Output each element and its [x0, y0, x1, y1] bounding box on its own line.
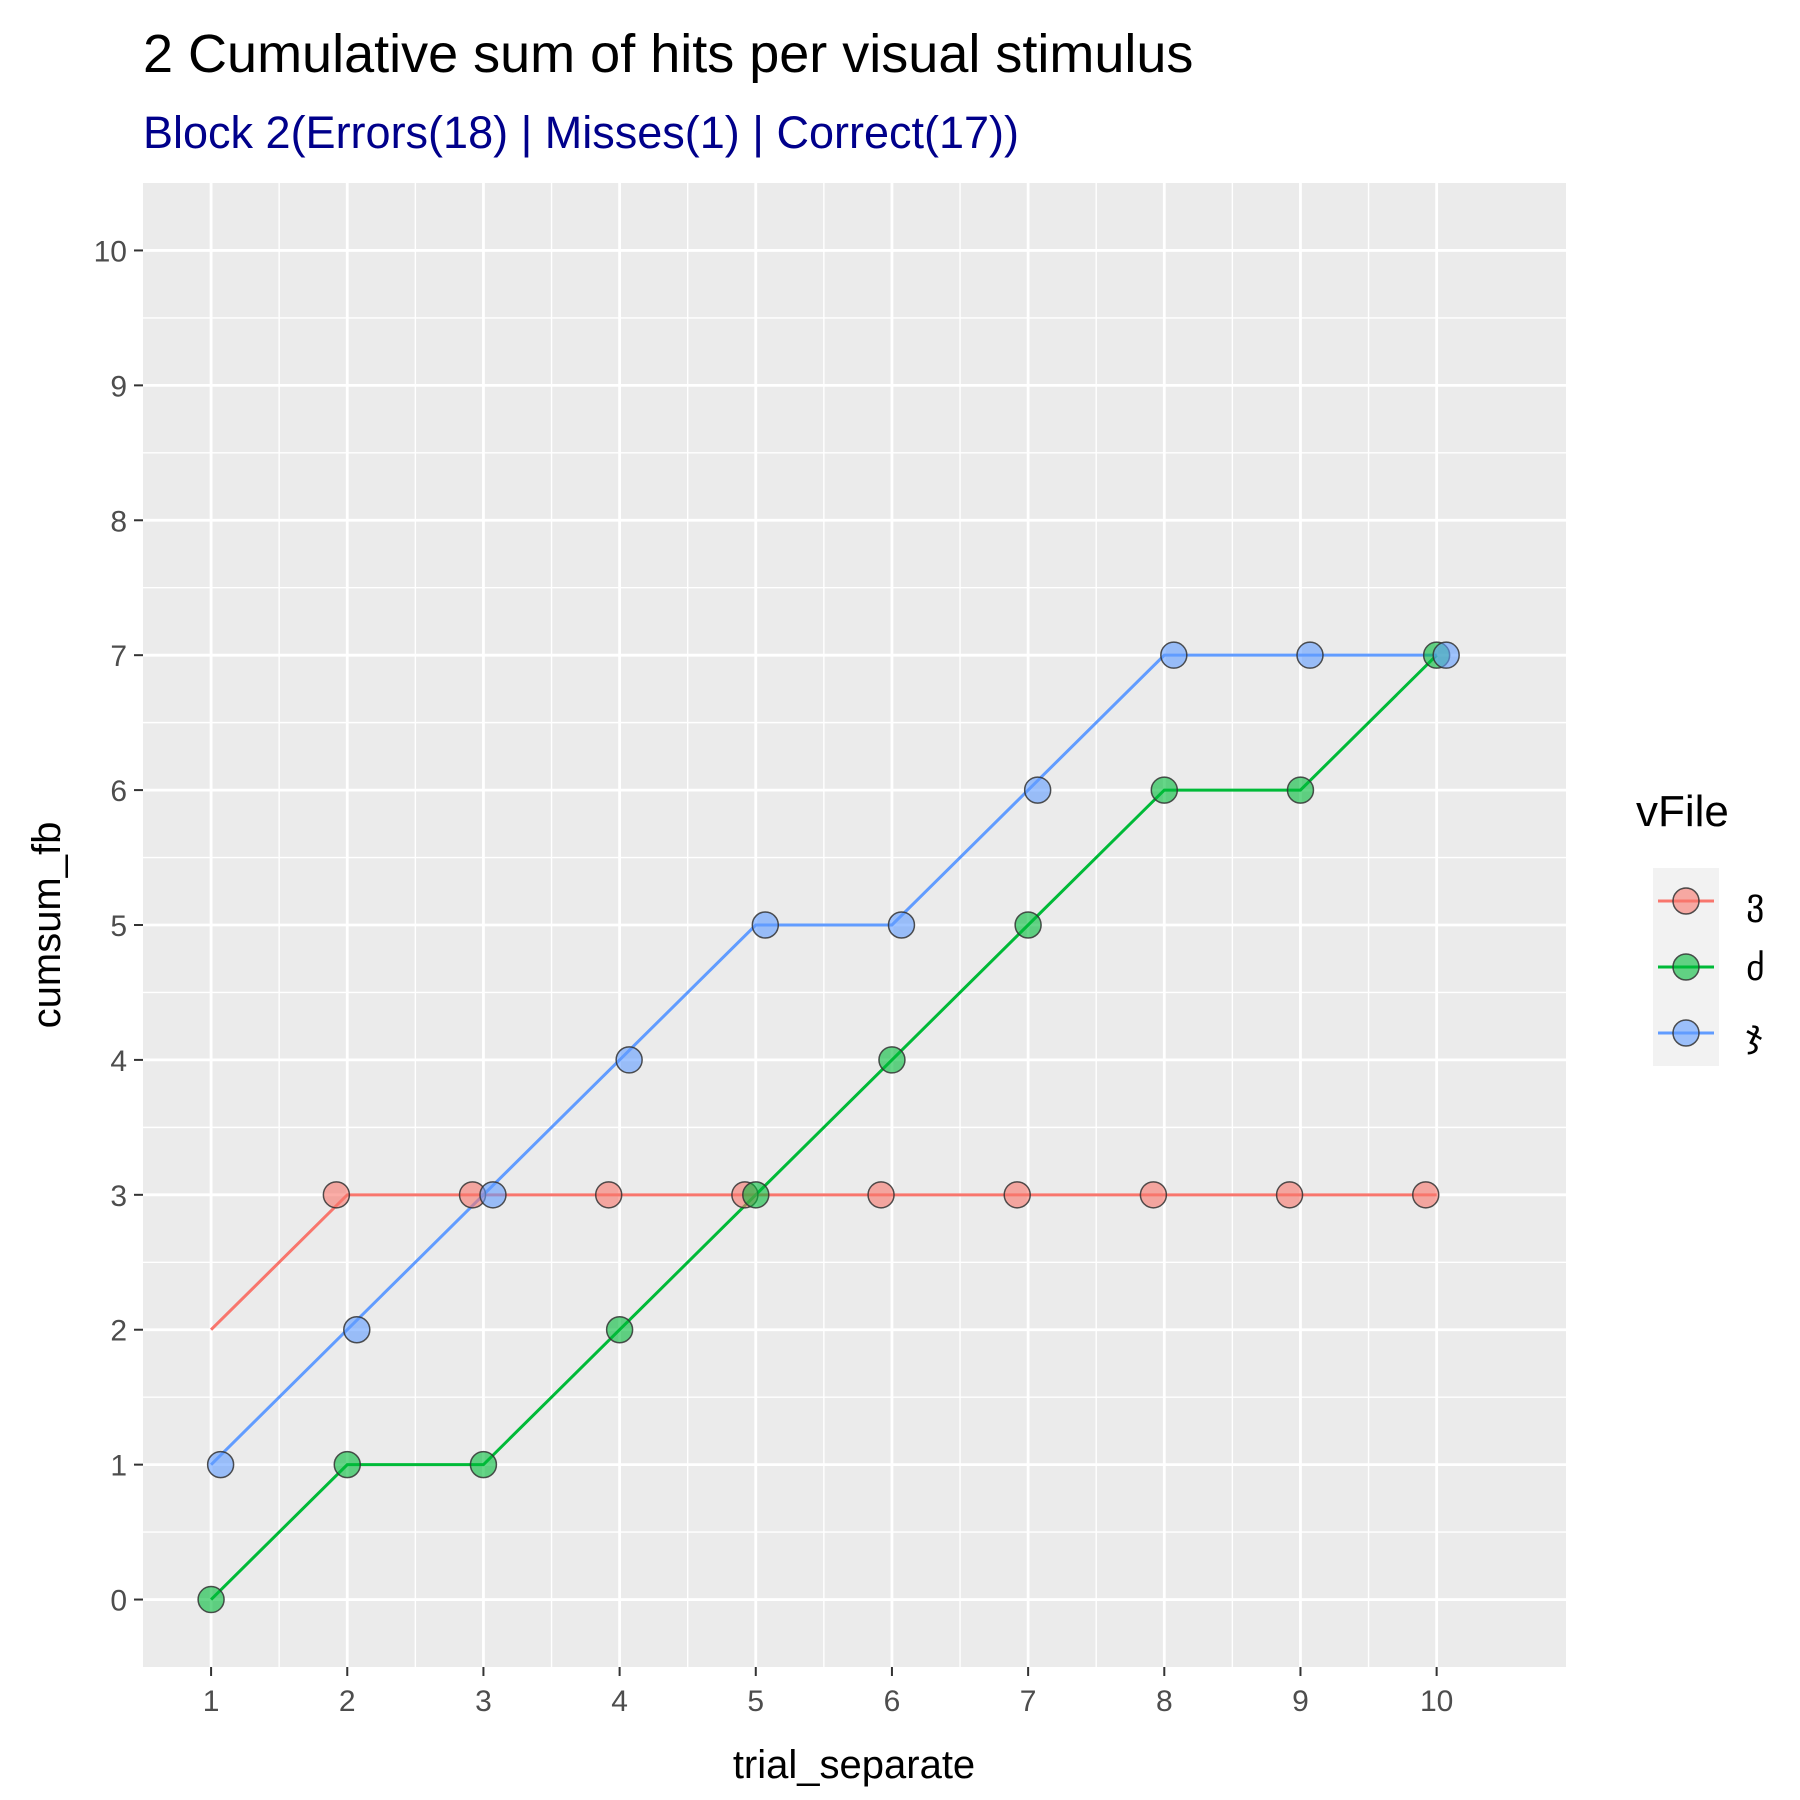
series-line-1 — [210, 1193, 1437, 1331]
x-tick-label: 8 — [1156, 1685, 1173, 1718]
series-3-point — [887, 911, 916, 939]
series-2-point — [878, 1046, 906, 1074]
legend-label: ჯ — [1746, 1013, 1762, 1055]
x-axis-title: trial_separate — [733, 1743, 975, 1787]
y-tick-label: 10 — [94, 235, 127, 268]
y-tick-label: 1 — [110, 1450, 127, 1483]
series-2-point — [1014, 911, 1042, 939]
x-tick-label: 10 — [1420, 1685, 1453, 1718]
y-tick-label: 2 — [110, 1315, 127, 1348]
series-2-point — [197, 1585, 225, 1614]
series-points — [197, 641, 1460, 1614]
legend-label: ძ — [1746, 947, 1765, 988]
y-axis-title: cumsum_fb — [25, 822, 69, 1029]
series-3-point — [751, 911, 780, 939]
series-3-point — [1160, 641, 1188, 669]
series-2-point — [1150, 776, 1179, 804]
x-tick-label: 1 — [203, 1685, 220, 1718]
series-lines — [210, 653, 1438, 1601]
series-2-point — [742, 1181, 770, 1209]
series-1-point — [594, 1181, 623, 1209]
series-3-point — [1296, 641, 1324, 669]
series-1-point — [1139, 1181, 1168, 1209]
y-axis: 0 1 2 3 4 5 6 7 8 9 10 — [94, 235, 143, 1618]
legend-label: ვ — [1746, 881, 1764, 923]
series-3-point — [1432, 641, 1460, 669]
y-tick-label: 0 — [110, 1585, 127, 1618]
legend: vFile ვძჯ — [1636, 787, 1765, 1066]
x-tick-label: 2 — [339, 1685, 356, 1718]
series-3-point — [206, 1450, 235, 1479]
y-tick-label: 3 — [110, 1180, 127, 1213]
grid-major — [143, 183, 1566, 1667]
series-1-point — [1275, 1181, 1304, 1209]
series-2-point — [469, 1450, 498, 1479]
series-3-point — [343, 1315, 371, 1344]
y-tick-label: 8 — [110, 505, 127, 538]
series-2-point — [605, 1315, 634, 1344]
y-tick-label: 9 — [110, 370, 127, 403]
series-2-point — [333, 1450, 362, 1479]
series-line-2 — [210, 654, 1438, 1601]
series-1-point — [1411, 1181, 1440, 1209]
x-axis: 1 2 3 4 5 6 7 8 9 10 — [203, 1667, 1453, 1718]
legend-key-point — [1672, 1019, 1700, 1047]
chart-title: 2 Cumulative sum of hits per visual stim… — [143, 24, 1193, 84]
series-1-point — [322, 1181, 351, 1209]
legend-title: vFile — [1636, 787, 1729, 836]
chart-subtitle: Block 2(Errors(18) | Misses(1) | Correct… — [143, 107, 1019, 158]
series-3-point — [1023, 776, 1052, 804]
x-tick-label: 4 — [611, 1685, 628, 1718]
series-3-point — [479, 1181, 507, 1209]
x-tick-label: 3 — [475, 1685, 492, 1718]
legend-key-point — [1672, 887, 1700, 915]
y-tick-label: 5 — [110, 910, 127, 943]
y-tick-label: 4 — [110, 1045, 127, 1078]
series-2-point — [1286, 776, 1315, 804]
series-3-point — [615, 1046, 643, 1074]
x-tick-label: 7 — [1020, 1685, 1037, 1718]
series-line-3 — [210, 653, 1437, 1466]
x-tick-label: 5 — [747, 1685, 764, 1718]
y-tick-label: 7 — [110, 640, 127, 673]
x-tick-label: 9 — [1292, 1685, 1309, 1718]
legend-key-point — [1672, 953, 1700, 981]
x-tick-label: 6 — [884, 1685, 901, 1718]
series-1-point — [1003, 1181, 1031, 1209]
series-1-point — [867, 1181, 895, 1209]
y-tick-label: 6 — [110, 775, 127, 808]
